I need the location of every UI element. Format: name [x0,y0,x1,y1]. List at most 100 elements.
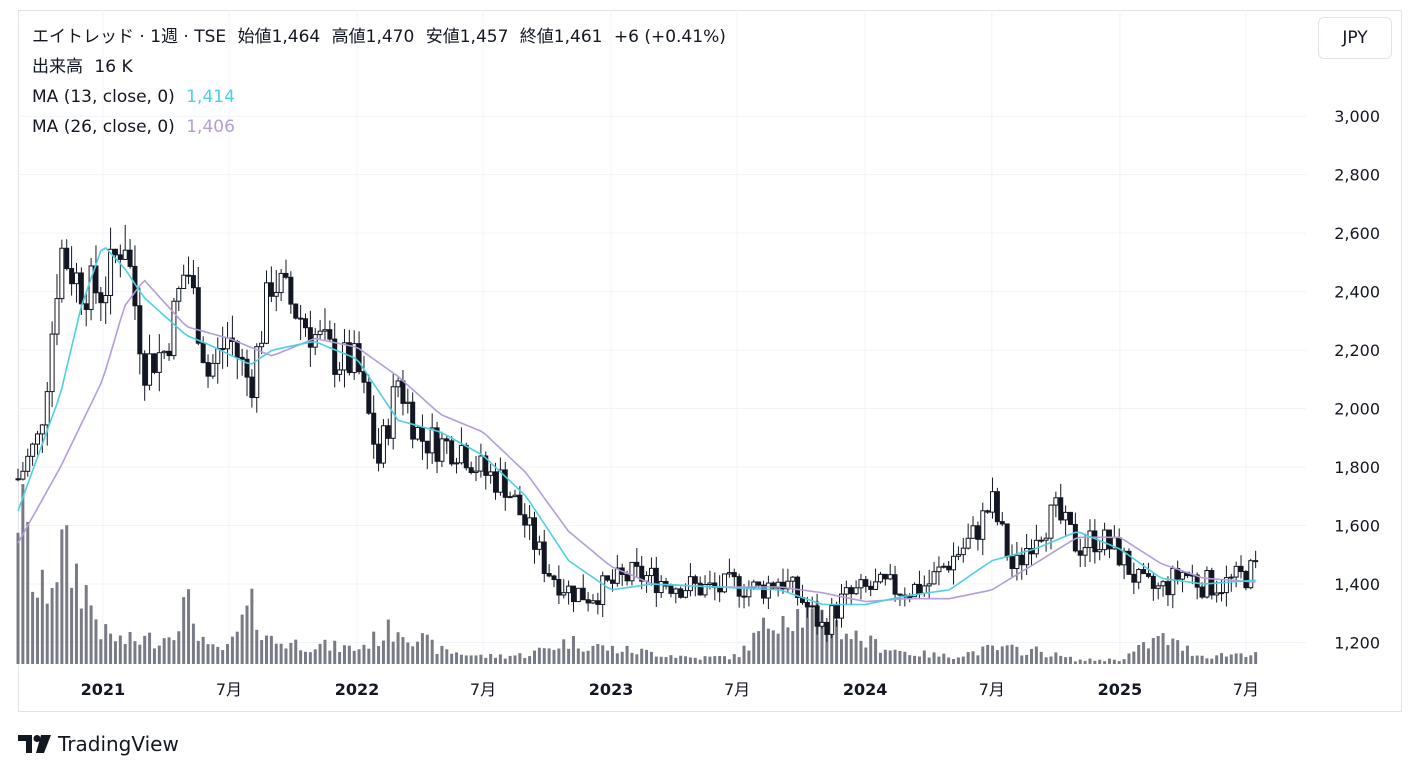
volume-bar [206,644,210,664]
candle-body [512,494,518,498]
y-tick-label: 2,000 [1334,400,1380,419]
candle-body [546,572,552,577]
candle-body [853,587,859,595]
volume-bar [825,626,829,664]
x-axis[interactable]: 2021 7月 2022 7月 2023 7月 2024 7月 2025 7月 [81,680,1259,699]
volume-bar [679,655,683,664]
candle-body [1004,523,1010,558]
volume-bar [1146,648,1150,664]
ma26-line [17,279,1256,603]
volume-bar [250,588,254,664]
candle-body [458,444,464,464]
volume-bar [55,582,59,664]
volume-bar [703,656,707,664]
volume-bar [893,649,897,664]
volume-bar [766,628,770,664]
moving-averages [17,246,1256,606]
y-axis[interactable]: 1,200 1,400 1,600 1,800 2,000 2,200 2,400 2,600… [1334,107,1380,652]
candle-body [1248,560,1254,589]
candle-body [1194,574,1200,588]
volume-bar [518,653,522,664]
volume-bar [328,650,332,664]
candle-body [78,272,84,305]
y-tick-label: 1,200 [1334,634,1380,653]
candle-body [756,581,762,586]
volume-bar [606,650,610,664]
volume-bar [878,652,882,664]
candle-body [541,541,547,574]
volume-bar [913,655,917,664]
volume-bar [177,631,181,664]
candle-body [473,470,479,474]
volume-bar [781,615,785,664]
currency-button[interactable]: JPY [1318,17,1392,59]
candle-body [912,583,918,598]
candle-body [517,494,523,516]
volume-bar [917,656,921,664]
candle-body [259,342,265,348]
candle-body [254,346,260,399]
candle-body [444,438,450,442]
volume-bar [718,655,722,664]
candle-body [1199,586,1205,598]
candle-body [497,469,503,493]
volume-bar [547,648,551,664]
volume-bar [377,646,381,664]
candle-body [161,350,167,354]
ma26-legend[interactable]: MA (26, close, 0) 1,406 [32,117,241,137]
candle-body [1214,592,1220,596]
candle-body [683,590,689,598]
volume-legend[interactable]: 出来高 16 K [32,57,139,77]
volume-bar [469,655,473,664]
candle-body [663,581,669,587]
volume-bar [513,655,517,664]
volume-bar [187,589,191,664]
volume-bar [820,609,824,664]
volume-bar [874,639,878,664]
volume-bar [1000,646,1004,664]
candle-body [600,575,606,605]
y-tick-label: 1,600 [1334,517,1380,536]
volume-bar [435,653,439,664]
candle-body [83,303,89,310]
candle-body [122,249,128,260]
candle-body [166,350,172,357]
candle-body [171,300,177,357]
volume-bar [523,658,527,664]
volume-bar [221,650,225,664]
volume-bar [1005,645,1009,664]
volume-bar [459,654,463,664]
ma13-legend[interactable]: MA (13, close, 0) 1,414 [32,87,241,107]
symbol-label[interactable]: エイトレッド · 1週 · TSE [32,27,227,47]
candle-body [673,588,679,594]
volume-bar [74,563,78,664]
candle-body [327,329,333,340]
volume-bar [649,651,653,664]
candle-body [980,510,986,540]
candle-body [147,353,153,386]
candle-body [283,272,289,278]
volume-bar [1107,658,1111,664]
candle-body [1238,565,1244,573]
volume-bar [1122,659,1126,664]
volume-bar [235,631,239,664]
candle-body [858,579,864,589]
candle-body [955,554,961,557]
volume-bar [927,657,931,664]
volume-bar [303,651,307,664]
volume-bar [1025,654,1029,664]
volume-bar [1049,656,1053,664]
candle-body [1160,581,1166,587]
volume-bar [654,656,658,664]
candle-body [726,572,732,575]
candle-body [951,555,957,571]
candle-body [1233,565,1239,578]
tradingview-logo[interactable]: TradingView [18,732,179,756]
volume-bar [31,591,35,664]
candle-body [268,282,274,297]
x-tick-label: 2023 [589,680,634,699]
volume-bar [260,640,264,664]
candle-body [273,292,279,297]
volume-bar [1078,659,1082,664]
